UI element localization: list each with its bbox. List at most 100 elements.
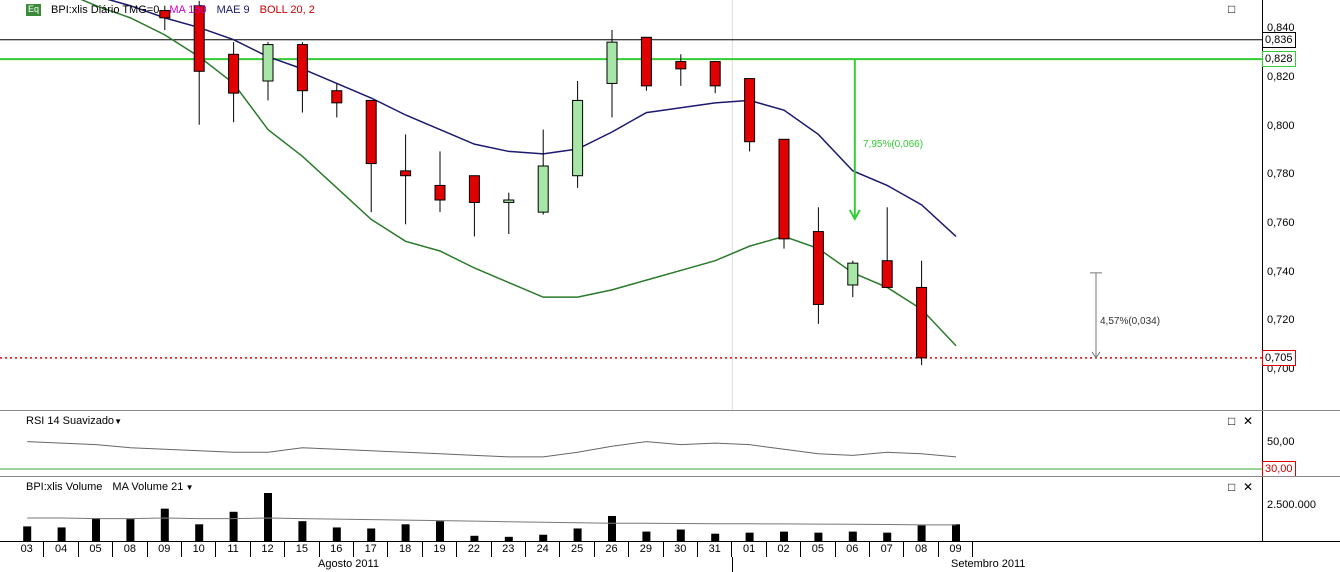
x-tick-day: 19 — [423, 542, 458, 557]
y-tick: 2.500.000 — [1267, 499, 1316, 511]
x-tick-day: 06 — [836, 542, 870, 557]
x-tick-day: 11 — [216, 542, 251, 557]
volume-bar — [711, 533, 720, 541]
volume-legend: BPI:xlis Volume MA Volume 21 ▼ — [26, 481, 194, 493]
boll-lower-line — [80, 0, 957, 347]
rsi-canvas[interactable] — [0, 411, 1262, 477]
volume-title[interactable]: BPI:xlis Volume — [26, 481, 103, 493]
candle-body — [193, 5, 205, 72]
candle-body — [228, 53, 240, 94]
candle-body — [778, 138, 790, 240]
rsi-y-axis: 50,00 — [1262, 411, 1340, 477]
candle-body — [847, 262, 859, 286]
close-icon[interactable]: ✕ — [1243, 480, 1254, 494]
y-tick: 0,740 — [1267, 266, 1295, 278]
x-tick-day: 18 — [388, 542, 423, 557]
volume-bar — [917, 525, 926, 541]
candle-body — [434, 184, 446, 201]
y-tick: 0,800 — [1267, 120, 1295, 132]
volume-bar — [195, 524, 204, 541]
x-axis: 03 04 05 08 09 10 11 12 15 16 17 18 19 22 23 24 25 26 29 30… — [0, 541, 1340, 572]
candle-body — [572, 99, 584, 177]
dropdown-arrow-icon[interactable]: ▼ — [183, 483, 194, 492]
x-tick-day: 01 — [732, 542, 767, 557]
volume-bar — [539, 534, 548, 541]
candle-body — [916, 286, 928, 359]
volume-bar — [126, 519, 135, 541]
volume-bar — [676, 529, 685, 541]
volume-bar — [745, 532, 754, 541]
candle-body — [881, 260, 893, 288]
y-tick: 0,700 — [1267, 363, 1295, 375]
candle-body — [709, 61, 721, 87]
x-tick-day: 22 — [457, 542, 492, 557]
resistance-tag: 0,836 — [1262, 32, 1296, 48]
volume-bar — [780, 531, 788, 541]
x-tick-day: 31 — [698, 542, 733, 557]
volume-bar — [23, 526, 32, 541]
rsi-title-label: RSI 14 Suavizado — [26, 415, 115, 427]
mae-line — [107, 0, 957, 237]
x-tick-day: 26 — [595, 542, 630, 557]
maximize-icon[interactable]: □ — [1228, 414, 1236, 428]
volume-pane[interactable]: BPI:xlis Volume MA Volume 21 ▼ □ ✕ 2.500… — [0, 476, 1340, 542]
volume-bar — [642, 531, 651, 541]
volume-bar — [401, 524, 410, 541]
boll-label[interactable]: BOLL 20, 2 — [259, 4, 315, 16]
ma-label[interactable]: MA 150 — [169, 4, 207, 16]
level-tag: 0,828 — [1262, 51, 1296, 67]
volume-y-axis: 2.500.000 — [1262, 477, 1340, 542]
month-separator — [732, 557, 734, 572]
y-tick: 0,820 — [1267, 71, 1295, 83]
volume-ma-line — [27, 517, 956, 526]
x-tick-day: 23 — [492, 542, 526, 557]
eq-badge[interactable]: Eq — [26, 4, 42, 16]
x-tick-day: 09 — [148, 542, 182, 557]
volume-bar — [332, 527, 341, 541]
volume-ma-text: MA Volume 21 — [112, 481, 184, 493]
symbol-label[interactable]: BPI:xlis Diário TMG=0 — [51, 4, 160, 16]
price-chart-canvas[interactable] — [0, 0, 1262, 410]
rsi-level-tag: 30,00 — [1262, 461, 1296, 477]
volume-bar — [848, 531, 857, 541]
y-tick: 0,720 — [1267, 314, 1295, 326]
x-tick-day: 02 — [767, 542, 802, 557]
price-legend: Eq BPI:xlis Diário TMG=0 MA 150 MAE 9 BO… — [26, 4, 315, 16]
dropdown-arrow-icon[interactable]: ▼ — [114, 417, 122, 426]
volume-bar — [57, 527, 66, 541]
candle-body — [262, 44, 274, 82]
volume-bar — [883, 532, 892, 541]
volume-bar — [160, 508, 169, 541]
x-tick-day: 08 — [113, 542, 148, 557]
volume-bar — [952, 524, 960, 541]
candle-body — [365, 99, 377, 165]
drop-arrow-head — [848, 209, 861, 222]
y-tick: 0,780 — [1267, 168, 1295, 180]
volume-ma-label[interactable]: MA Volume 21 ▼ — [112, 481, 193, 493]
x-tick-day: 05 — [79, 542, 114, 557]
candle-body — [537, 165, 549, 213]
candle-body — [744, 78, 756, 143]
y-tick: 50,00 — [1267, 436, 1295, 448]
range-annotation[interactable]: 4,57%(0,034) — [1100, 316, 1161, 327]
x-month-label: Setembro 2011 — [951, 558, 1026, 570]
rsi-title[interactable]: RSI 14 Suavizado▼ — [26, 415, 122, 427]
volume-bar — [229, 511, 238, 541]
candle-body — [812, 231, 824, 305]
mae-label[interactable]: MAE 9 — [216, 4, 250, 16]
maximize-icon[interactable]: □ — [1228, 480, 1236, 494]
x-month-label: Agosto 2011 — [318, 558, 379, 570]
x-tick-day: 10 — [182, 542, 217, 557]
maximize-icon[interactable]: □ — [1228, 2, 1236, 16]
price-chart-pane[interactable]: Eq BPI:xlis Diário TMG=0 MA 150 MAE 9 BO… — [0, 0, 1340, 410]
x-tick-day: 16 — [320, 542, 354, 557]
close-icon[interactable]: ✕ — [1243, 414, 1254, 428]
volume-bar — [470, 535, 479, 541]
drop-annotation[interactable]: 7,95%(0,066) — [863, 139, 924, 150]
volume-canvas[interactable] — [0, 477, 1262, 542]
volume-bar — [367, 528, 376, 541]
rsi-pane[interactable]: RSI 14 Suavizado▼ □ ✕ 50,00 30,00 — [0, 410, 1340, 477]
volume-bar — [436, 521, 444, 541]
volume-bar — [504, 536, 513, 541]
volume-bar — [814, 532, 823, 541]
